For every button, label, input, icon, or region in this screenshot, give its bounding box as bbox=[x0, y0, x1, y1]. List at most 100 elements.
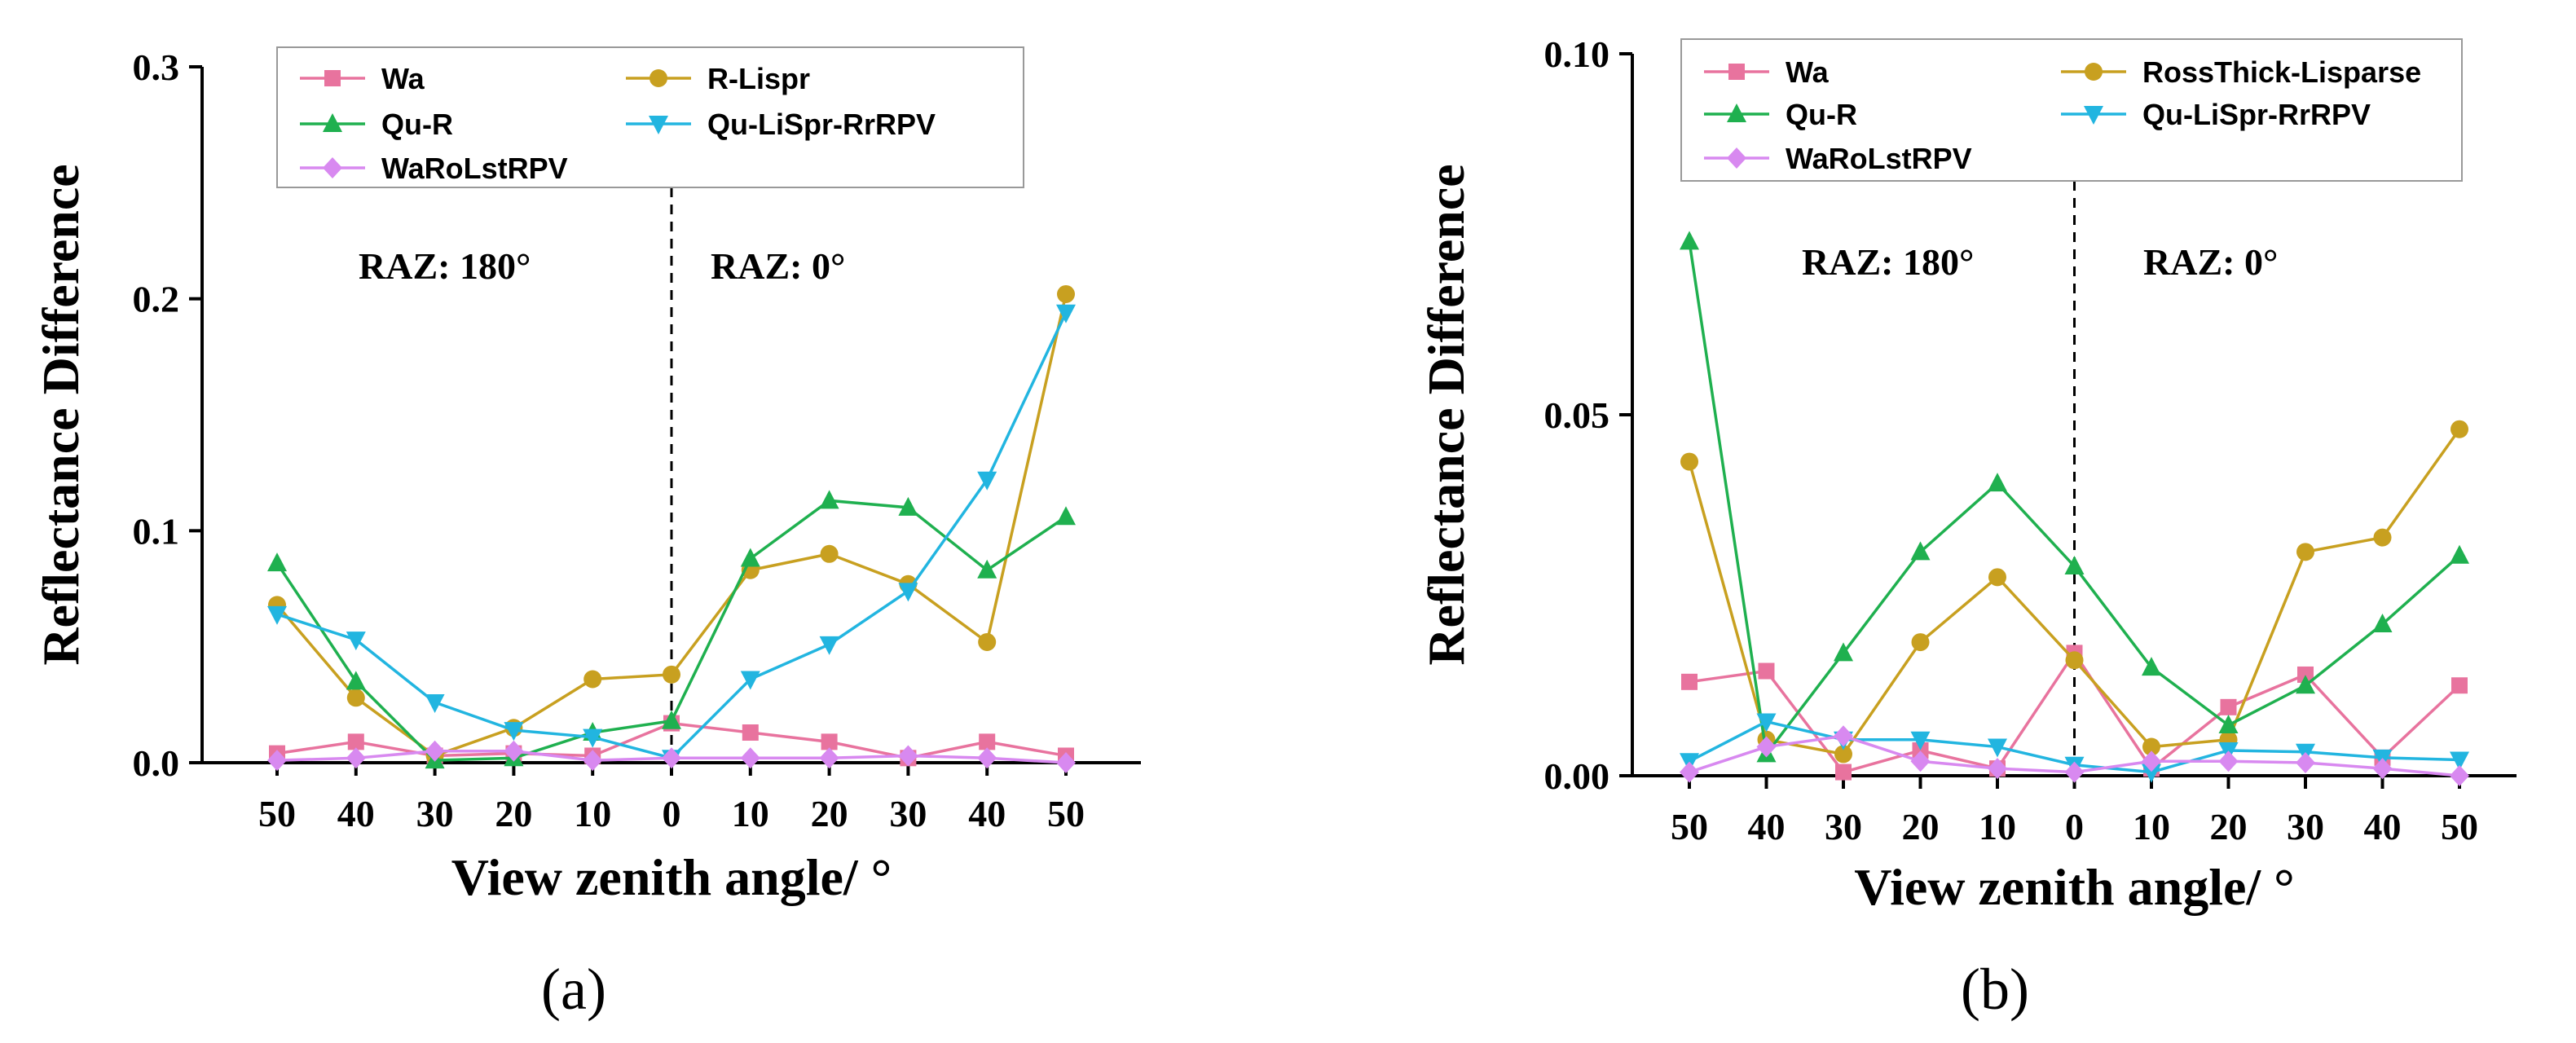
data-point-WaRoLstRPV bbox=[2296, 752, 2315, 774]
legend-label-WaRoLstRPV: WaRoLstRPV bbox=[381, 152, 568, 185]
legend-marker-R-Lispr bbox=[650, 69, 667, 87]
data-point-WaRoLstRPV bbox=[1756, 736, 1777, 758]
data-point-R-Lispr bbox=[1057, 284, 1075, 303]
data-point-Qu-LiSpr-RrRPV bbox=[504, 722, 524, 742]
panel-a: 0.0 0.1 0.2 0.3 50 40 30 20 10 0 10 20 30 40 50 View ze… bbox=[32, 46, 1141, 1022]
raz-180-annotation: RAZ: 180° bbox=[1802, 241, 1974, 283]
x-tick-label: 10 bbox=[1979, 806, 2016, 847]
data-point-Qu-R bbox=[1680, 231, 1699, 250]
x-tick-label: 30 bbox=[1825, 806, 1862, 847]
data-point-Wa bbox=[742, 724, 759, 741]
data-point-WaRoLstRPV bbox=[898, 745, 918, 767]
panel-label: (a) bbox=[541, 957, 606, 1022]
data-point-Qu-R bbox=[1834, 642, 1853, 662]
legend-label-Wa: Wa bbox=[1786, 55, 1830, 89]
data-point-WaRoLstRPV bbox=[2064, 761, 2085, 783]
x-tick-label: 10 bbox=[2133, 806, 2170, 847]
x-axis-label: View zenith angle/ ° bbox=[1854, 858, 2295, 916]
data-point-RossThick-Lisparse bbox=[2373, 528, 2392, 547]
data-point-R-Lispr bbox=[978, 632, 997, 651]
legend-marker-Wa bbox=[1728, 64, 1745, 80]
data-point-WaRoLstRPV bbox=[2372, 758, 2393, 780]
data-point-Qu-LiSpr-RrRPV bbox=[583, 728, 603, 748]
raz-0-annotation: RAZ: 0° bbox=[2143, 241, 2278, 283]
data-point-Qu-R bbox=[898, 496, 918, 516]
legend-marker-Qu-R bbox=[1727, 103, 1746, 122]
data-point-Wa bbox=[1758, 662, 1775, 680]
data-point-WaRoLstRPV bbox=[346, 747, 366, 769]
x-tick-label: 30 bbox=[416, 793, 454, 834]
x-tick-label: 40 bbox=[337, 793, 375, 834]
data-point-WaRoLstRPV bbox=[267, 750, 287, 772]
data-point-WaRoLstRPV bbox=[740, 747, 760, 769]
data-point-Qu-LiSpr-RrRPV bbox=[346, 632, 366, 651]
data-point-WaRoLstRPV bbox=[662, 747, 681, 769]
data-point-Qu-R bbox=[2372, 613, 2393, 632]
data-point-WaRoLstRPV bbox=[1910, 750, 1931, 772]
data-point-Wa bbox=[2451, 677, 2468, 694]
legend-label-Qu-LiSpr-RrRPV: Qu-LiSpr-RrRPV bbox=[707, 108, 936, 141]
x-tick-label: 20 bbox=[811, 793, 848, 834]
data-point-Qu-LiSpr-RrRPV bbox=[898, 583, 918, 602]
data-point-Qu-LiSpr-RrRPV bbox=[425, 693, 445, 713]
data-point-RossThick-Lisparse bbox=[1988, 568, 2006, 587]
x-tick-label: 40 bbox=[2364, 806, 2402, 847]
data-point-Qu-R bbox=[740, 548, 760, 567]
data-point-WaRoLstRPV bbox=[1834, 725, 1853, 747]
x-tick-label: 20 bbox=[2210, 806, 2248, 847]
data-point-Qu-R bbox=[346, 671, 366, 690]
data-point-WaRoLstRPV bbox=[583, 750, 603, 772]
data-point-R-Lispr bbox=[583, 670, 602, 689]
y-tick-label: 0.1 bbox=[133, 510, 180, 552]
x-tick-label: 10 bbox=[732, 793, 769, 834]
data-point-Qu-R bbox=[662, 710, 681, 729]
data-point-Qu-R bbox=[1056, 506, 1076, 526]
data-point-Qu-LiSpr-RrRPV bbox=[1988, 738, 2007, 758]
data-point-WaRoLstRPV bbox=[2142, 750, 2161, 772]
data-point-RossThick-Lisparse bbox=[2065, 651, 2084, 670]
x-tick-label: 50 bbox=[258, 793, 296, 834]
data-point-RossThick-Lisparse bbox=[2142, 737, 2160, 756]
legend-marker-Qu-LiSpr-RrRPV bbox=[649, 116, 668, 134]
data-point-Wa bbox=[821, 733, 838, 750]
data-point-Qu-R bbox=[2296, 675, 2315, 694]
data-point-WaRoLstRPV bbox=[2218, 750, 2239, 772]
legend-label-Qu-R: Qu-R bbox=[1786, 98, 1857, 131]
data-point-Wa bbox=[2297, 666, 2314, 683]
panel-b: 0.00 0.05 0.10 50 40 30 20 10 0 10 20 30 40 50 View ze… bbox=[1417, 33, 2517, 1022]
data-point-Qu-LiSpr-RrRPV bbox=[2142, 764, 2161, 783]
data-point-RossThick-Lisparse bbox=[1680, 452, 1698, 471]
data-point-Wa bbox=[1681, 673, 1698, 690]
y-axis-label: Reflectance Difference bbox=[1417, 164, 1475, 665]
x-tick-label: 30 bbox=[889, 793, 927, 834]
legend-label-R-Lispr: R-Lispr bbox=[707, 62, 810, 95]
legend-label-WaRoLstRPV: WaRoLstRPV bbox=[1786, 142, 1972, 175]
y-tick-label: 0.3 bbox=[133, 46, 180, 88]
data-point-Wa bbox=[2220, 698, 2237, 715]
data-point-Qu-LiSpr-RrRPV bbox=[740, 671, 760, 690]
raz-180-annotation: RAZ: 180° bbox=[359, 245, 531, 287]
x-tick-label: 20 bbox=[495, 793, 532, 834]
x-tick-label: 0 bbox=[2065, 806, 2084, 847]
legend-label-Wa: Wa bbox=[381, 62, 425, 95]
legend-marker-Qu-R bbox=[323, 113, 342, 132]
data-point-RossThick-Lisparse bbox=[1834, 745, 1852, 764]
data-point-Qu-LiSpr-RrRPV bbox=[2450, 751, 2469, 771]
x-axis-label: View zenith angle/ ° bbox=[451, 848, 892, 906]
data-point-Qu-LiSpr-RrRPV bbox=[1910, 731, 1931, 750]
panel-label: (b) bbox=[1961, 957, 2029, 1022]
data-point-Qu-R bbox=[2218, 714, 2239, 733]
data-point-Qu-R bbox=[977, 559, 997, 579]
data-point-RossThick-Lisparse bbox=[2451, 420, 2468, 438]
data-point-Wa bbox=[347, 733, 364, 750]
data-point-WaRoLstRPV bbox=[1056, 752, 1076, 773]
data-point-Qu-R bbox=[2142, 657, 2161, 676]
data-point-Qu-LiSpr-RrRPV bbox=[1756, 713, 1777, 733]
data-point-Qu-R bbox=[2450, 544, 2469, 564]
x-tick-label: 30 bbox=[2287, 806, 2324, 847]
data-point-WaRoLstRPV bbox=[425, 740, 445, 762]
raz-0-annotation: RAZ: 0° bbox=[711, 245, 845, 287]
data-point-Qu-R bbox=[2064, 556, 2085, 575]
legend-marker-WaRoLstRPV bbox=[1727, 147, 1746, 169]
x-tick-label: 0 bbox=[663, 793, 681, 834]
